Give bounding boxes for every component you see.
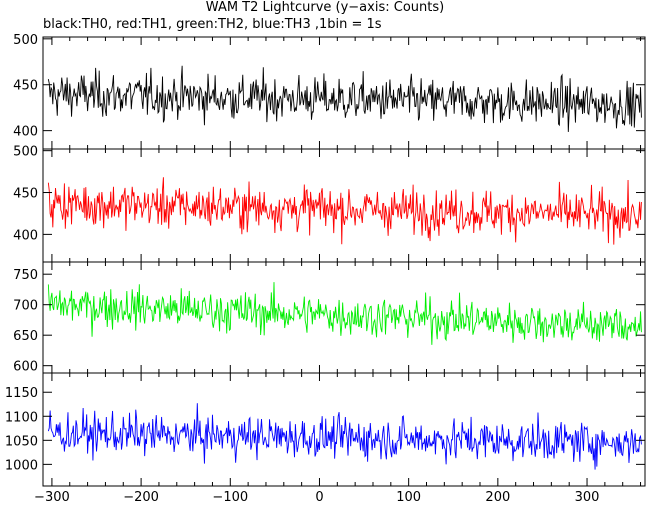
- y-tick-label: 1050: [5, 434, 38, 449]
- y-tick-label: 1100: [5, 410, 38, 425]
- x-tick-label: −300: [34, 490, 70, 505]
- x-tick-label: −200: [123, 490, 159, 505]
- y-tick-label: 1000: [5, 458, 38, 473]
- y-tick-label: 400: [13, 125, 38, 140]
- series-line-th3: [47, 403, 642, 470]
- panel-frame-th2: [42, 261, 646, 374]
- chart-subtitle: black:TH0, red:TH1, green:TH2, blue:TH3 …: [43, 17, 382, 32]
- y-tick-label: 600: [13, 360, 38, 375]
- x-tick-label: −100: [212, 490, 248, 505]
- y-tick-label: 400: [13, 228, 38, 243]
- series-line-th0: [47, 65, 642, 132]
- series-line-th2: [47, 282, 642, 345]
- y-tick-label: 450: [13, 79, 38, 94]
- y-tick-label: 500: [13, 145, 38, 160]
- x-tick-label: 0: [315, 490, 323, 505]
- x-tick-label: 200: [485, 490, 510, 505]
- y-tick-label: 750: [13, 268, 38, 283]
- panel-frame-th3: [42, 372, 646, 487]
- chart-title: WAM T2 Lightcurve (y−axis: Counts): [205, 0, 445, 15]
- panel-frame-th1: [42, 148, 646, 263]
- y-tick-label: 450: [13, 187, 38, 202]
- y-tick-label: 650: [13, 329, 38, 344]
- x-tick-label: 100: [396, 490, 421, 505]
- x-tick-label: 300: [575, 490, 600, 505]
- y-tick-label: 700: [13, 299, 38, 314]
- y-tick-label: 1150: [5, 386, 38, 401]
- panel-frame-th0: [42, 36, 646, 150]
- series-line-th1: [47, 177, 642, 245]
- y-tick-label: 500: [13, 33, 38, 48]
